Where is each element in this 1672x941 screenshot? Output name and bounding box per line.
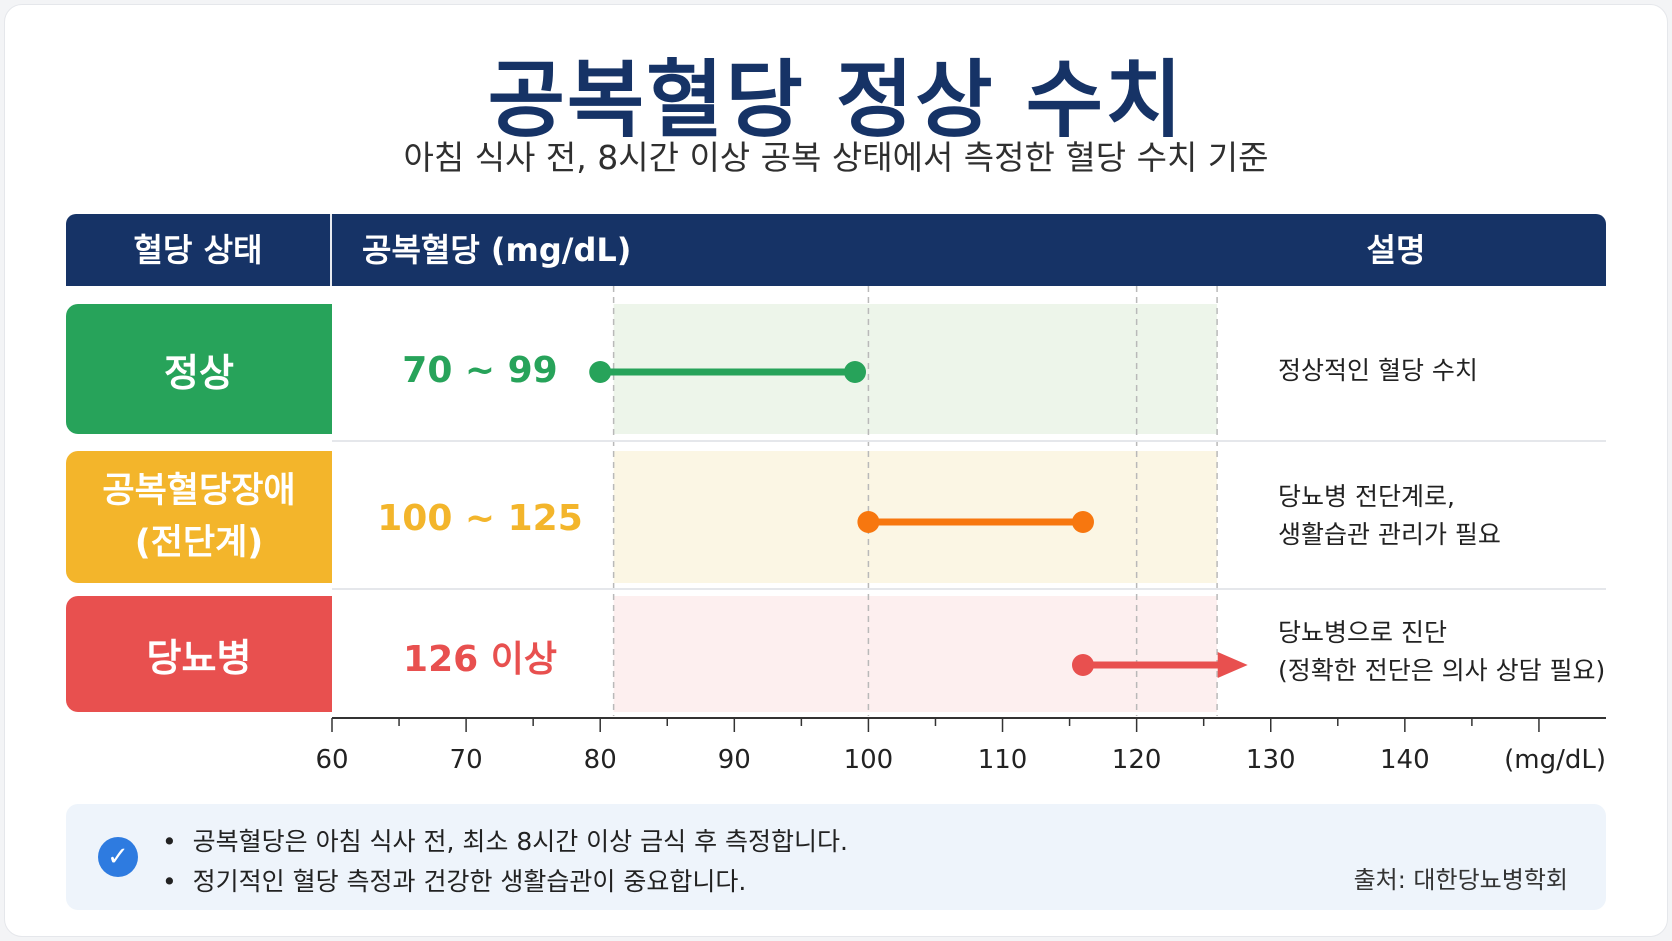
desc-pre: 당뇨병 전단계로, 생활습관 관리가 필요 <box>1278 478 1501 554</box>
footer-note-1: • 공복혈당은 아침 식사 전, 최소 8시간 이상 금식 후 측정합니다. <box>162 822 848 858</box>
row-label-normal-text: 정상 <box>164 350 234 395</box>
desc-pre-line1: 당뇨병 전단계로, <box>1278 482 1455 511</box>
page-subtitle: 아침 식사 전, 8시간 이상 공복 상태에서 측정한 혈당 수치 기준 <box>403 138 1269 177</box>
range-diabetes: 126 이상 <box>403 639 557 680</box>
tick-label: 60 <box>315 745 348 775</box>
row-divider <box>332 588 1606 590</box>
desc-pre-line2: 생활습관 관리가 필요 <box>1278 520 1501 549</box>
desc-diabetes: 당뇨병으로 진단 (정확한 전단은 의사 상담 필요) <box>1278 614 1605 690</box>
tick-label: 120 <box>1112 745 1162 775</box>
arrow-head-icon <box>1217 652 1248 678</box>
row-label-diabetes-text: 당뇨병 <box>146 635 252 680</box>
header-value: 공복혈당 (mg/dL) <box>362 231 632 269</box>
footer-notes: ✓ • 공복혈당은 아침 식사 전, 최소 8시간 이상 금식 후 측정합니다.… <box>66 804 1606 910</box>
header-separator <box>330 214 332 286</box>
tick-label: 70 <box>450 745 483 775</box>
bullet-icon: • <box>162 867 193 896</box>
range-bar-start-point <box>589 361 612 383</box>
row-label-pre-sub: (전단계) <box>134 523 264 563</box>
tick-label: 140 <box>1380 745 1430 775</box>
desc-diabetes-line1: 당뇨병으로 진단 <box>1278 618 1447 647</box>
tick-label: 110 <box>978 745 1028 775</box>
row-label-diabetes: 당뇨병 <box>66 596 332 712</box>
axis-unit-label: (mg/dL) <box>1504 745 1606 775</box>
tick-label: 90 <box>718 745 751 775</box>
bullet-icon: • <box>162 827 193 856</box>
range-normal: 70 ~ 99 <box>402 350 558 391</box>
desc-normal-line1: 정상적인 혈당 수치 <box>1278 356 1478 385</box>
tick-label: 100 <box>844 745 894 775</box>
footer-note-2: • 정기적인 혈당 측정과 건강한 생활습관이 중요합니다. <box>162 862 746 898</box>
range-bar-end-point <box>1071 511 1094 533</box>
check-circle-icon: ✓ <box>98 837 138 877</box>
page-title: 공복혈당 정상 수치 <box>487 51 1185 149</box>
range-bar-start-point <box>1071 654 1094 676</box>
table-header: 혈당 상태 공복혈당 (mg/dL) 설명 <box>66 214 1606 286</box>
range-bar-end-point <box>844 361 867 383</box>
row-label-pre: 공복혈당장애 (전단계) <box>66 451 332 583</box>
zone-background <box>613 451 1218 583</box>
tick-label: 130 <box>1246 745 1296 775</box>
range-pre: 100 ~ 125 <box>377 498 583 539</box>
desc-diabetes-line2: (정확한 전단은 의사 상담 필요) <box>1278 656 1606 685</box>
header-status: 혈당 상태 <box>133 231 263 269</box>
row-label-pre-text: 공복혈당장애 <box>102 471 296 511</box>
tick-label: 80 <box>584 745 617 775</box>
source-credit: 출처: 대한당뇨병학회 <box>1353 866 1568 894</box>
row-divider <box>332 440 1606 442</box>
header-desc: 설명 <box>1366 231 1426 269</box>
footer-note-2-text: 정기적인 혈당 측정과 건강한 생활습관이 중요합니다. <box>192 867 747 896</box>
zone-background <box>613 596 1218 712</box>
footer-note-1-text: 공복혈당은 아침 식사 전, 최소 8시간 이상 금식 후 측정합니다. <box>192 827 848 856</box>
row-label-normal: 정상 <box>66 304 332 434</box>
range-bar-start-point <box>857 511 880 533</box>
desc-normal: 정상적인 혈당 수치 <box>1278 352 1478 390</box>
